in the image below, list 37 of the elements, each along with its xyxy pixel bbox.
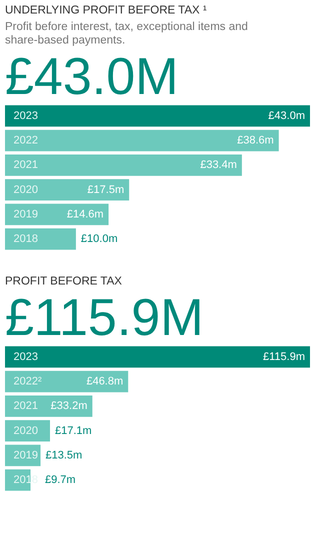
y-tick-label: 2023	[14, 110, 38, 122]
y-tick-label: 2022	[14, 134, 38, 147]
chart-title: UNDERLYING PROFIT BEFORE TAX ¹	[5, 4, 207, 16]
y-tick-label: 2020	[14, 424, 38, 437]
annotation: £43.0M	[5, 48, 178, 106]
chart-title: PROFIT BEFORE TAX	[5, 276, 122, 288]
data-label: £10.0m	[80, 233, 118, 246]
data-label: £17.1m	[55, 424, 92, 437]
annotation: £115.9M	[5, 289, 204, 347]
data-label: £13.5m	[46, 449, 82, 462]
data-label: £38.6m	[237, 134, 274, 147]
data-label: £17.5m	[87, 184, 124, 196]
data-label: £33.4m	[200, 159, 237, 172]
bar	[5, 228, 76, 250]
bar	[5, 346, 310, 368]
bar	[5, 204, 109, 226]
data-label: £14.6m	[66, 208, 104, 220]
y-tick-label: 2022²	[14, 376, 42, 388]
bar	[5, 420, 50, 442]
y-tick-label: 2021	[14, 159, 38, 172]
y-tick-label: 2023	[14, 350, 38, 363]
bar	[5, 370, 128, 392]
y-tick-label: 2018	[14, 233, 38, 246]
y-tick-label: 2019	[14, 449, 38, 462]
bar	[5, 105, 310, 127]
y-tick-label: 2020	[14, 184, 38, 196]
data-label: £46.8m	[86, 376, 124, 388]
data-label: £9.7m	[45, 474, 76, 486]
data-label: £115.9m	[263, 350, 305, 363]
y-tick-label: 2019	[14, 208, 38, 220]
bar	[5, 130, 279, 152]
data-label: £33.2m	[50, 400, 88, 412]
bar	[5, 154, 242, 176]
bar	[5, 179, 130, 201]
data-label: £43.0m	[268, 110, 305, 122]
y-tick-label: 2021	[14, 400, 38, 412]
chart-subtitle: Profit before interest, tax, exceptional items and share-based payments.	[5, 21, 248, 46]
